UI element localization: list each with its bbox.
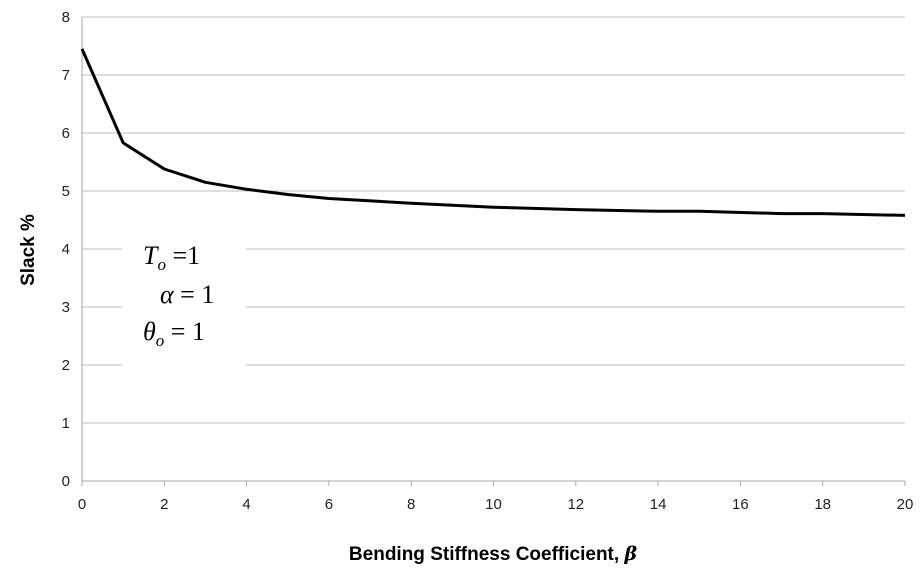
x-axis-title: Bending Stiffness Coefficient, β bbox=[349, 543, 638, 565]
parameter-annotation: To =1 α = 1 θo = 1 bbox=[143, 241, 214, 350]
y-tick-label: 1 bbox=[62, 415, 70, 432]
x-tick-label: 0 bbox=[78, 496, 86, 513]
y-tick-label: 2 bbox=[62, 357, 70, 374]
y-tick-label: 4 bbox=[62, 241, 70, 258]
annotation-subscript-1: o bbox=[157, 255, 166, 274]
slack-series-line bbox=[80, 48, 906, 217]
annotation-value-2: = 1 bbox=[174, 280, 215, 309]
series-layer bbox=[80, 48, 906, 217]
x-tick-label: 20 bbox=[897, 496, 914, 513]
x-axis-title-text: Bending Stiffness Coefficient, bbox=[349, 544, 625, 565]
x-axis-title-symbol: β bbox=[623, 543, 637, 565]
y-tick-label: 5 bbox=[62, 183, 70, 200]
x-tick-label: 4 bbox=[242, 496, 250, 513]
y-tick-label: 7 bbox=[62, 67, 70, 84]
x-tick-label: 14 bbox=[650, 496, 667, 513]
y-axis-title: Slack % bbox=[18, 214, 39, 286]
y-tick-label: 0 bbox=[62, 473, 70, 490]
annotation-symbol-theta: θ bbox=[143, 317, 156, 346]
annotation-line-3: θo = 1 bbox=[143, 317, 205, 350]
y-tick-label: 8 bbox=[62, 9, 70, 26]
annotation-value-3: = 1 bbox=[164, 317, 205, 346]
annotation-background bbox=[122, 228, 246, 368]
y-tick-label: 3 bbox=[62, 299, 70, 316]
axis-layer bbox=[81, 17, 906, 486]
y-tick-label: 6 bbox=[62, 125, 70, 142]
x-tick-label: 10 bbox=[485, 496, 502, 513]
annotation-symbol-alpha: α bbox=[160, 280, 175, 309]
x-tick-label: 12 bbox=[567, 496, 584, 513]
x-tick-label: 16 bbox=[732, 496, 749, 513]
annotation-symbol-T: T bbox=[143, 241, 159, 270]
annotation-subscript-3: o bbox=[156, 331, 165, 350]
x-tick-label: 6 bbox=[325, 496, 333, 513]
annotation-line-2: α = 1 bbox=[160, 280, 214, 309]
x-tick-label: 18 bbox=[814, 496, 831, 513]
annotation-value-1: =1 bbox=[166, 241, 200, 270]
x-tick-label: 8 bbox=[407, 496, 415, 513]
annotation-line-1: To =1 bbox=[143, 241, 200, 274]
x-tick-label: 2 bbox=[160, 496, 168, 513]
